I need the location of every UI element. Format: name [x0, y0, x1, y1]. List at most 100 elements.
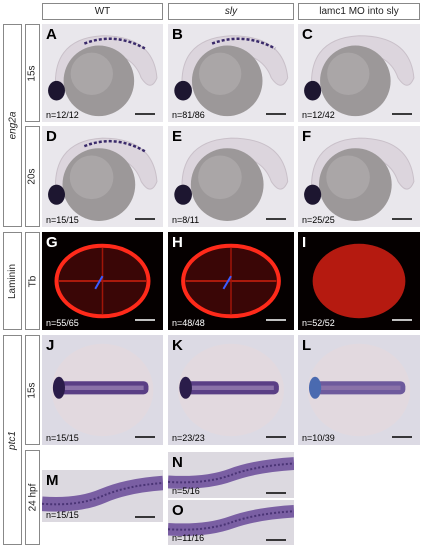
- embryo: [312, 243, 406, 319]
- stage-label: 24 hpf: [27, 483, 38, 512]
- panel-letter: A: [46, 26, 57, 43]
- gene-label: ptc1: [7, 430, 18, 450]
- micrograph: [168, 24, 294, 122]
- panel-letter: E: [172, 128, 183, 145]
- panel-letter: B: [172, 26, 183, 43]
- panel-letter: N: [172, 454, 183, 471]
- panel-count: n=81/86: [172, 110, 205, 120]
- gene-label-box: eng2a: [3, 24, 22, 227]
- panel-count: n=11/16: [172, 533, 205, 543]
- micrograph: [168, 126, 294, 227]
- micrograph: [168, 452, 294, 498]
- panel-count: n=25/25: [302, 215, 335, 225]
- yolk-highlight: [69, 155, 114, 200]
- head-stain: [179, 376, 192, 399]
- panel-count: n=12/12: [46, 110, 79, 120]
- yolk-highlight: [327, 52, 370, 95]
- panel-letter: H: [172, 234, 183, 251]
- arrow: [222, 275, 232, 290]
- micrograph: [42, 126, 163, 227]
- midline: [317, 385, 401, 390]
- yolk-highlight: [198, 155, 242, 200]
- panel-count: n=5/16: [172, 486, 200, 496]
- somites: [168, 462, 294, 484]
- midline: [61, 385, 144, 390]
- micrograph: [298, 126, 420, 227]
- yolk-highlight: [198, 52, 242, 95]
- midline: [188, 385, 274, 390]
- panel-letter: G: [46, 234, 58, 251]
- somites: [42, 482, 163, 506]
- head-stain: [48, 184, 65, 205]
- stage-label-box: Tb: [25, 232, 40, 330]
- micrograph: [298, 335, 420, 445]
- stage-label-box: 15s: [25, 335, 40, 445]
- stage-label: Tb: [26, 275, 38, 287]
- head-stain: [304, 80, 322, 101]
- micrograph: [42, 470, 163, 522]
- micrograph: [168, 232, 294, 330]
- micrograph: [42, 24, 163, 122]
- stain: [83, 139, 146, 153]
- yolk-highlight: [326, 155, 370, 200]
- stage-label: 20s: [27, 168, 38, 185]
- panel-count: n=52/52: [302, 318, 335, 328]
- column-header: lamc1 MO into sly: [298, 3, 420, 20]
- stage-label-box: 24 hpf: [25, 450, 40, 545]
- stain: [211, 37, 276, 50]
- micrograph: [298, 232, 420, 330]
- panel-count: n=8/11: [172, 215, 200, 225]
- panel-letter: D: [46, 128, 57, 145]
- gene-label: eng2a: [7, 111, 18, 140]
- stain: [83, 37, 146, 50]
- panel-count: n=23/23: [172, 433, 205, 443]
- panel-letter: I: [302, 234, 307, 251]
- head-stain: [174, 184, 192, 205]
- panel-count: n=55/65: [46, 318, 79, 328]
- head-stain: [52, 376, 65, 399]
- panel-letter: F: [302, 128, 312, 145]
- head-stain: [304, 184, 322, 205]
- panel-count: n=10/39: [302, 433, 335, 443]
- panel-count: n=15/15: [46, 433, 79, 443]
- panel-letter: K: [172, 337, 183, 354]
- stage-label: 15s: [27, 64, 38, 82]
- micrograph: [298, 24, 420, 122]
- somites: [168, 510, 294, 531]
- micrograph: [42, 335, 163, 445]
- gene-label-box: Laminin: [3, 232, 22, 330]
- yolk-highlight: [70, 52, 113, 95]
- micrograph: [42, 232, 163, 330]
- head-stain: [48, 80, 65, 101]
- panel-count: n=48/48: [172, 318, 205, 328]
- gene-label-box: ptc1: [3, 335, 22, 545]
- panel-letter: O: [172, 502, 184, 519]
- panel-letter: M: [46, 472, 59, 489]
- stage-label-box: 20s: [25, 126, 40, 227]
- head-stain: [174, 80, 192, 101]
- panel-letter: C: [302, 26, 313, 43]
- panel-letter: J: [46, 337, 55, 354]
- stage-label-box: 15s: [25, 24, 40, 122]
- micrograph: [168, 335, 294, 445]
- micrograph: [168, 500, 294, 545]
- column-header: WT: [42, 3, 163, 20]
- panel-letter: L: [302, 337, 312, 354]
- panel-count: n=15/15: [46, 510, 79, 520]
